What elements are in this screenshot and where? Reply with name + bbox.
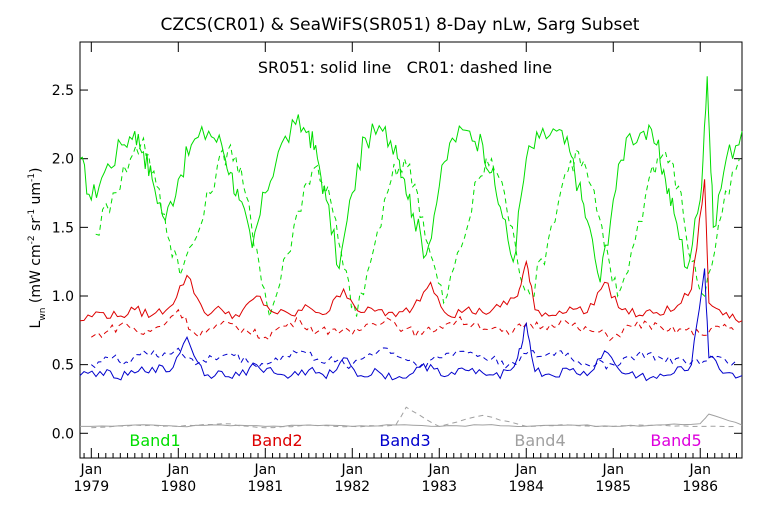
legend-band4: Band4 xyxy=(514,431,565,450)
x-tick-year: 1984 xyxy=(508,479,544,495)
series-band2-dashed xyxy=(91,308,736,342)
chart-annotation: SR051: solid line CR01: dashed line xyxy=(258,58,552,77)
x-tick-year: 1979 xyxy=(73,479,109,495)
legend-band2: Band2 xyxy=(251,431,302,450)
ylabel-sup2: -1 xyxy=(27,209,37,218)
x-tick-year: 1986 xyxy=(682,479,718,495)
ylabel-sup1: -2 xyxy=(27,235,37,244)
x-tick-month: Jan xyxy=(688,462,711,478)
x-tick-month: Jan xyxy=(601,462,624,478)
series-band3-solid xyxy=(79,268,743,382)
x-tick-year: 1983 xyxy=(421,479,457,495)
y-ticks: 0.0 0.5 1.0 1.5 2.0 2.5 xyxy=(52,83,742,442)
series-band1-dashed xyxy=(95,136,740,317)
x-tick-year: 1982 xyxy=(334,479,370,495)
y-tick-label: 1.0 xyxy=(52,289,74,305)
x-tick-month: Jan xyxy=(514,462,537,478)
series-band2-solid xyxy=(79,179,743,323)
legend: Band1 Band2 Band3 Band4 Band5 xyxy=(129,431,701,450)
x-tick-month: Jan xyxy=(427,462,450,478)
y-tick-label: 0.5 xyxy=(52,358,74,374)
ylabel-close: ) xyxy=(28,168,44,173)
ylabel-sup3: -1 xyxy=(27,173,37,182)
chart-title: CZCS(CR01) & SeaWiFS(SR051) 8-Day nLw, S… xyxy=(161,15,640,35)
y-tick-label: 2.5 xyxy=(52,83,74,99)
x-tick-year: 1981 xyxy=(247,479,283,495)
x-tick-month: Jan xyxy=(340,462,363,478)
series-band4-dashed xyxy=(91,406,736,429)
x-ticks: Jan1979Jan1980Jan1981Jan1982Jan1983Jan19… xyxy=(73,42,737,495)
legend-band5: Band5 xyxy=(650,431,701,450)
ylabel-units-open: (mW cm xyxy=(28,244,44,307)
y-tick-label: 2.0 xyxy=(52,152,74,168)
series-band1-solid xyxy=(79,76,743,283)
ylabel-base: L xyxy=(28,320,44,328)
x-tick-month: Jan xyxy=(167,462,190,478)
x-tick-month: Jan xyxy=(80,462,103,478)
series-lines xyxy=(79,76,743,429)
ylabel-sub: wn xyxy=(38,308,48,321)
series-band3-dashed xyxy=(90,347,736,370)
x-tick-year: 1985 xyxy=(595,479,631,495)
y-tick-label: 1.5 xyxy=(52,220,74,236)
y-axis-label: Lwn (mW cm-2 sr-1 um-1) xyxy=(27,168,48,329)
legend-band1: Band1 xyxy=(129,431,180,450)
x-tick-year: 1980 xyxy=(160,479,196,495)
ylabel-mid2: um xyxy=(28,182,44,209)
y-tick-label: 0.0 xyxy=(52,426,74,442)
legend-band3: Band3 xyxy=(379,431,430,450)
x-tick-month: Jan xyxy=(253,462,276,478)
plot-frame xyxy=(79,41,743,459)
ylabel-mid: sr xyxy=(28,218,44,236)
